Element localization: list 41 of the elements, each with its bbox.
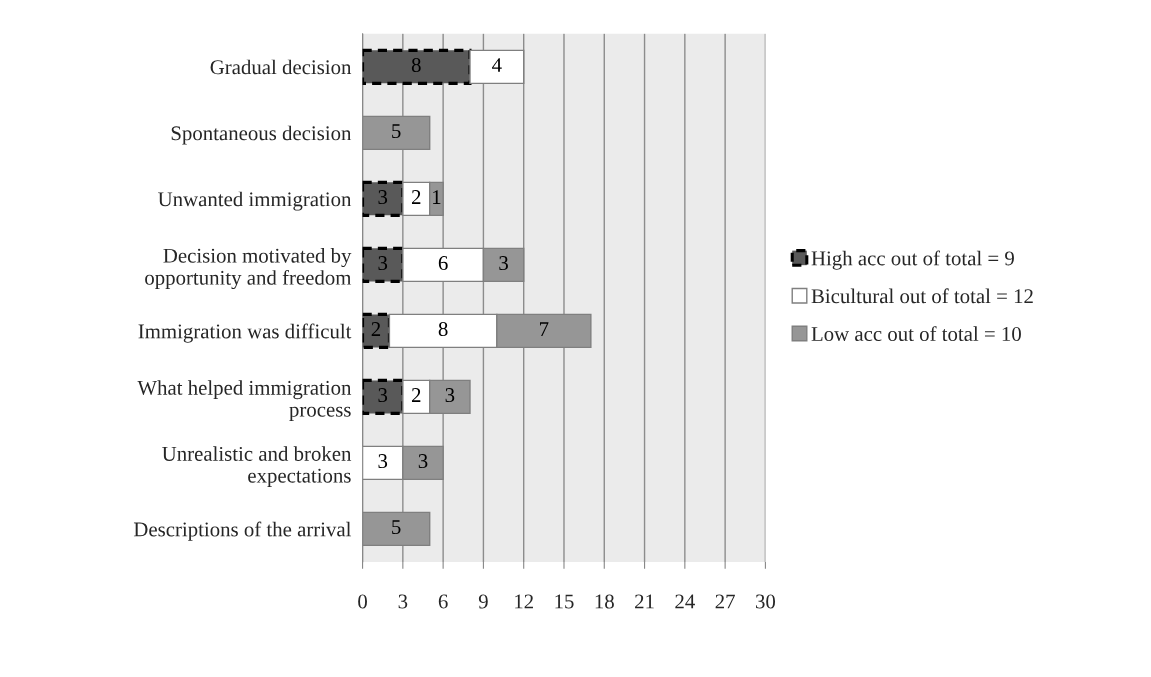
- y-tick-label: What helped immigration process: [137, 380, 352, 421]
- x-tick-label: 21: [635, 594, 654, 609]
- data-label: 8: [438, 322, 448, 337]
- data-label: 5: [392, 124, 401, 139]
- data-label: 3: [418, 454, 428, 469]
- x-tick-label: 12: [515, 594, 533, 609]
- x-tick-label: 6: [438, 594, 448, 609]
- data-label: 3: [378, 388, 388, 403]
- x-tick-label: 0: [358, 594, 367, 609]
- bar: [469, 49, 525, 85]
- data-label: 3: [445, 388, 455, 403]
- y-tick-label: Descriptions of the arrival: [133, 521, 352, 541]
- data-label: 3: [499, 256, 508, 271]
- y-tick-label: Spontaneous decision: [171, 125, 352, 145]
- data-label: 2: [411, 190, 421, 204]
- y-tick-label: Gradual decision: [210, 59, 352, 75]
- legend-label: High acc out of total = 9: [811, 250, 1014, 270]
- data-label: 7: [540, 322, 549, 336]
- data-label: 3: [378, 190, 388, 205]
- data-label: 2: [371, 322, 381, 336]
- data-label: 4: [492, 58, 502, 72]
- y-tick-label: Decision motivated by opportunity and freedom: [145, 248, 352, 290]
- x-tick-label: 24: [675, 594, 695, 609]
- legend-label: Bicultural out of total = 12: [811, 288, 1033, 304]
- y-tick-label: Unrealistic and broken expectations: [162, 446, 352, 487]
- data-label: 3: [378, 256, 388, 271]
- legend-label: Low acc out of total = 10: [811, 326, 1021, 341]
- x-tick-label: 30: [755, 594, 776, 609]
- x-tick-label: 27: [715, 594, 735, 609]
- data-label: 6: [438, 256, 448, 271]
- y-tick-label: Unwanted immigration: [158, 191, 352, 211]
- y-tick-label: Immigration was difficult: [138, 323, 352, 343]
- x-tick-label: 9: [478, 594, 488, 609]
- data-label: 1: [433, 190, 441, 204]
- data-label: 3: [378, 454, 388, 469]
- x-tick-label: 3: [398, 594, 408, 609]
- data-label: 2: [411, 388, 421, 402]
- data-label: 8: [411, 58, 421, 73]
- data-label: 5: [392, 520, 401, 535]
- x-tick-label: 15: [555, 594, 574, 609]
- x-tick-label: 18: [595, 594, 614, 609]
